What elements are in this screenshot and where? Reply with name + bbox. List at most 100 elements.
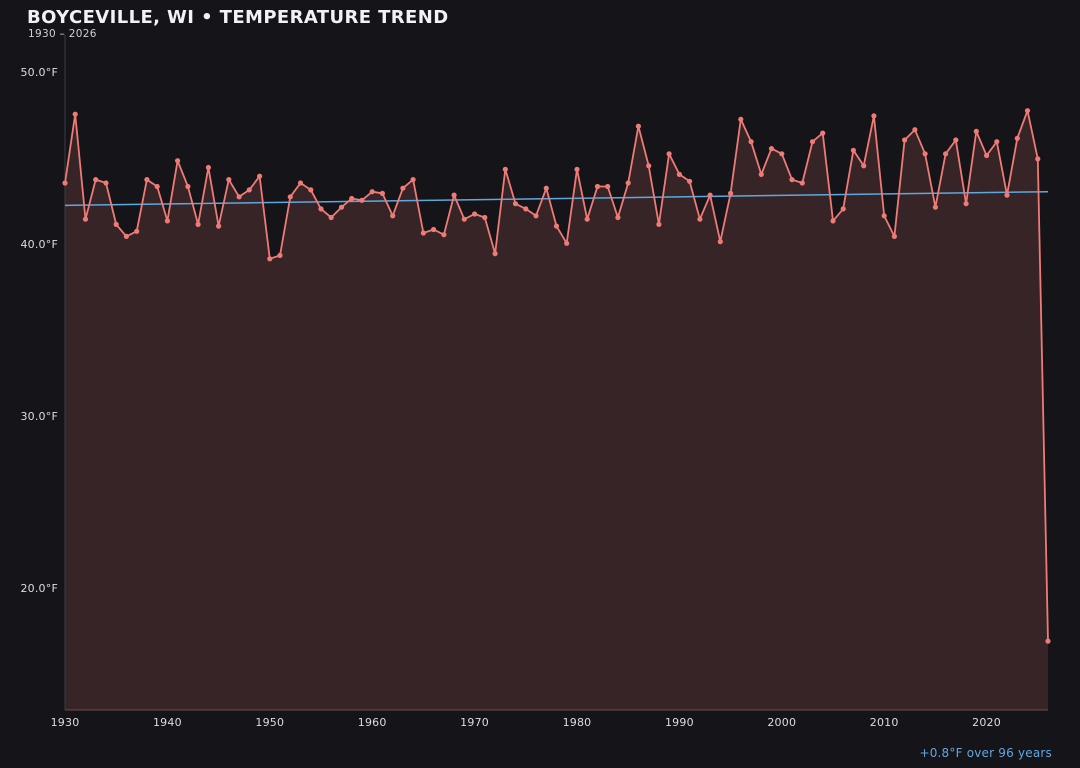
data-point-1932 [82,216,89,222]
data-point-2024 [1024,108,1031,114]
data-point-1982 [594,183,601,190]
data-point-2021 [994,139,1000,145]
data-point-1986 [635,123,642,129]
data-point-1973 [502,166,508,172]
data-point-1935 [113,221,119,227]
data-point-1938 [144,177,150,183]
data-point-1962 [390,213,396,219]
x-tick-label-1990: 1990 [664,716,694,729]
data-point-1943 [195,221,201,227]
x-tick-label-2020: 2020 [972,716,1001,729]
data-point-2012 [902,137,908,143]
data-point-1966 [431,226,437,233]
x-tick-label-2000: 2000 [767,716,797,729]
data-point-1967 [441,232,447,238]
data-point-1953 [297,180,304,186]
data-point-1977 [543,185,549,191]
data-point-1990 [676,171,683,177]
data-point-1946 [226,177,232,183]
data-point-2020 [984,152,990,159]
data-point-2000 [779,151,785,157]
data-point-2018 [963,201,969,207]
data-point-2011 [891,233,898,239]
data-point-1942 [185,183,191,190]
data-point-2019 [973,128,979,134]
data-point-2004 [820,130,826,136]
data-point-1984 [615,214,621,221]
data-point-1993 [707,192,713,198]
data-point-1930 [62,180,68,186]
x-tick-label-1970: 1970 [460,716,489,729]
data-point-1961 [379,190,385,196]
trend-line [64,190,1049,207]
data-point-1958 [349,195,355,202]
x-tick-label-1950: 1950 [255,716,285,729]
data-point-1981 [584,216,590,222]
data-point-2008 [861,163,867,169]
data-point-1936 [123,233,129,239]
data-point-1964 [410,177,416,183]
data-point-2006 [840,206,846,212]
data-point-2016 [943,151,949,157]
data-point-2005 [830,218,836,224]
y-tick-label-20: 20.0°F [20,582,58,596]
data-point-1978 [553,223,560,229]
data-point-2026 [1045,638,1051,644]
data-point-2007 [850,147,857,153]
data-point-1989 [666,151,672,157]
data-point-1999 [768,146,775,152]
data-point-1998 [758,171,764,177]
data-point-1960 [369,189,375,195]
data-point-1975 [523,206,529,212]
temperature-area-fill [65,110,1048,710]
data-point-1950 [267,256,273,262]
data-point-2017 [953,137,959,143]
data-point-1952 [287,194,293,200]
trend-summary-note: +0.8°F over 96 years [919,746,1052,760]
data-point-1957 [338,204,345,210]
x-tick-label-1960: 1960 [357,716,387,729]
data-point-1980 [574,166,580,172]
data-point-2022 [1004,192,1010,198]
data-point-1976 [533,213,539,219]
data-point-1969 [461,216,467,222]
data-point-1954 [308,187,314,193]
data-point-1956 [328,214,334,221]
data-point-1997 [748,139,754,145]
data-point-1996 [738,116,744,122]
data-point-2009 [871,113,877,119]
x-tick-label-1980: 1980 [562,716,592,729]
data-point-2014 [922,151,928,157]
data-point-1941 [175,158,181,164]
data-point-2023 [1014,135,1020,141]
data-point-1979 [564,240,570,246]
data-point-1934 [103,180,109,186]
data-point-1933 [93,177,99,183]
data-point-2010 [881,213,887,219]
data-point-1985 [625,180,631,186]
data-point-1940 [164,218,170,224]
y-tick-label-40: 40.0°F [20,238,58,252]
data-point-1992 [697,216,703,222]
data-point-1968 [451,192,457,198]
data-point-1965 [420,230,426,236]
data-point-1987 [646,163,652,169]
data-point-1945 [216,223,222,229]
page-title: BOYCEVILLE, WI • TEMPERATURE TREND [27,7,449,28]
data-point-1983 [605,183,611,190]
data-point-1937 [134,228,140,234]
x-tick-label-2010: 2010 [869,716,899,729]
chart-subtitle-range: 1930 – 2026 [28,28,97,40]
y-tick-label-30: 30.0°F [20,410,58,424]
data-point-2001 [789,177,795,183]
data-point-1972 [492,251,498,257]
data-point-1988 [656,221,662,227]
x-tick-label-1940: 1940 [152,716,182,729]
data-point-1949 [257,173,263,179]
data-point-1963 [400,185,406,191]
data-point-1947 [236,194,242,200]
y-tick-label-50: 50.0°F [20,65,58,79]
data-point-2003 [809,139,816,145]
